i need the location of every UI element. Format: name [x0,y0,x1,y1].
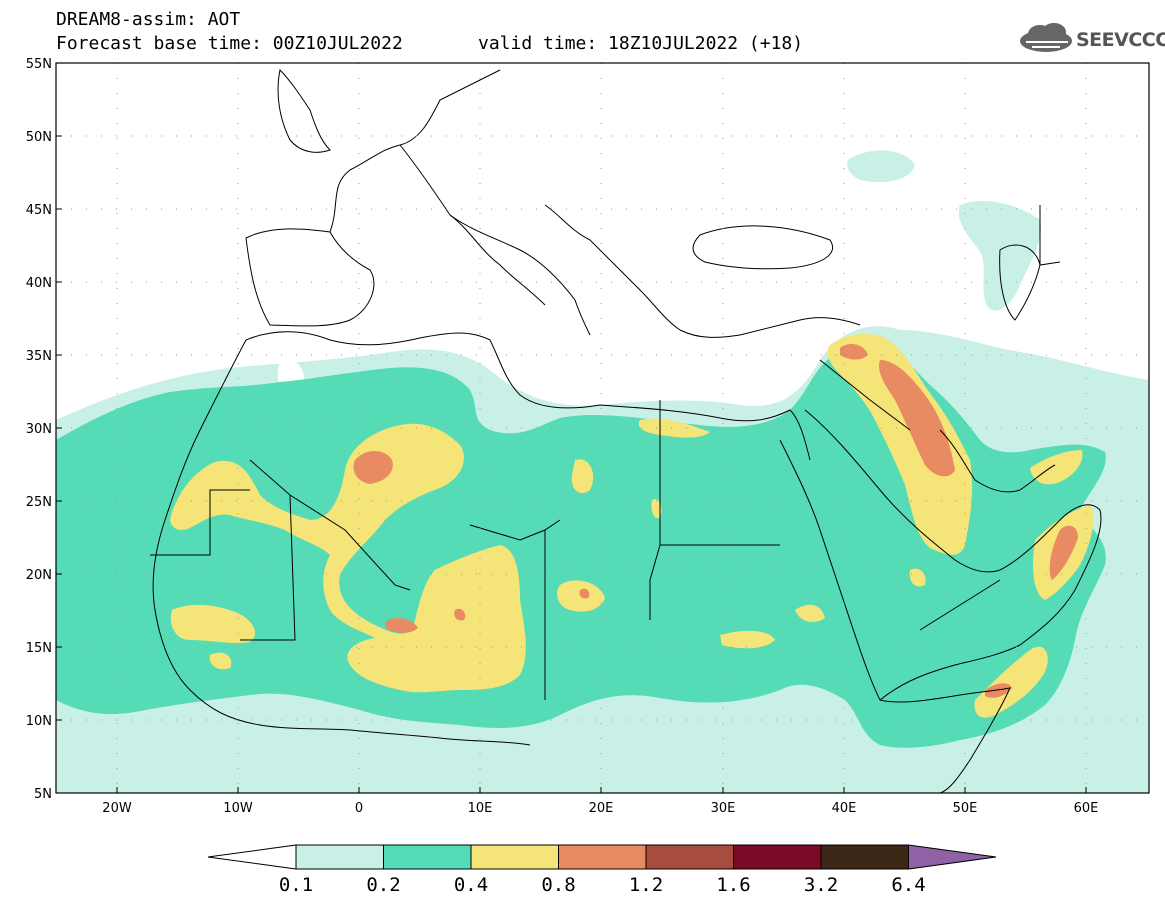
colorbar-label: 0.8 [541,874,575,896]
axis-ticks [56,62,1087,794]
lon-label: 20E [589,801,614,816]
colorbar-swatch [820,844,909,870]
lon-label: 10W [223,801,253,816]
colorbar-label: 3.2 [804,874,838,896]
colorbar [207,844,997,870]
colorbar-low-arrow [207,844,297,870]
logo-text: SEEVCCC [1076,29,1165,51]
colorbar-label: 0.4 [454,874,488,896]
colorbar-label: 6.4 [891,874,925,896]
lat-label: 40N [26,276,52,291]
aot-level-0.2 [56,343,1106,748]
lat-label: 30N [26,422,52,437]
lat-label: 5N [34,787,52,802]
colorbar-label: 1.2 [629,874,663,896]
colorbar-label: 0.2 [366,874,400,896]
colorbar-swatch [558,844,647,870]
coastlines [150,68,1102,793]
lat-label: 15N [26,641,52,656]
aot-field [56,150,1149,793]
lat-label: 50N [26,130,52,145]
colorbar-label: 0.1 [279,874,313,896]
longitude-labels: 20W 10W 0 10E 20E 30E 40E 50E 60E [102,801,1098,816]
model-title: DREAM8-assim: AOT [56,9,241,30]
lat-label: 10N [26,714,52,729]
lon-label: 40E [832,801,857,816]
lon-label: 10E [468,801,493,816]
aot-level-0.8 [353,344,1078,698]
colorbar-swatch [733,844,822,870]
lon-label: 0 [355,801,363,816]
colorbar-label: 1.6 [716,874,750,896]
valid-time: valid time: 18Z10JUL2022 (+18) [478,33,804,54]
latitude-labels: 55N 50N 45N 40N 35N 30N 25N 20N 15N 10N … [26,57,52,802]
forecast-base-time: Forecast base time: 00Z10JUL2022 [56,33,403,54]
lat-label: 20N [26,568,52,583]
lon-label: 50E [953,801,978,816]
cloud-icon [1020,23,1072,52]
colorbar-swatch [295,844,384,870]
lat-label: 55N [26,57,52,72]
lat-label: 45N [26,203,52,218]
colorbar-swatch [383,844,472,870]
colorbar-swatch [470,844,559,870]
colorbar-swatch [645,844,734,870]
lon-label: 60E [1074,801,1099,816]
lon-label: 30E [711,801,736,816]
colorbar-high-arrow [908,844,997,870]
lon-label: 20W [102,801,132,816]
colorbar-labels: 0.1 0.2 0.4 0.8 1.2 1.6 3.2 6.4 [279,874,926,896]
logo [1020,23,1072,52]
lat-label: 25N [26,495,52,510]
lat-label: 35N [26,349,52,364]
